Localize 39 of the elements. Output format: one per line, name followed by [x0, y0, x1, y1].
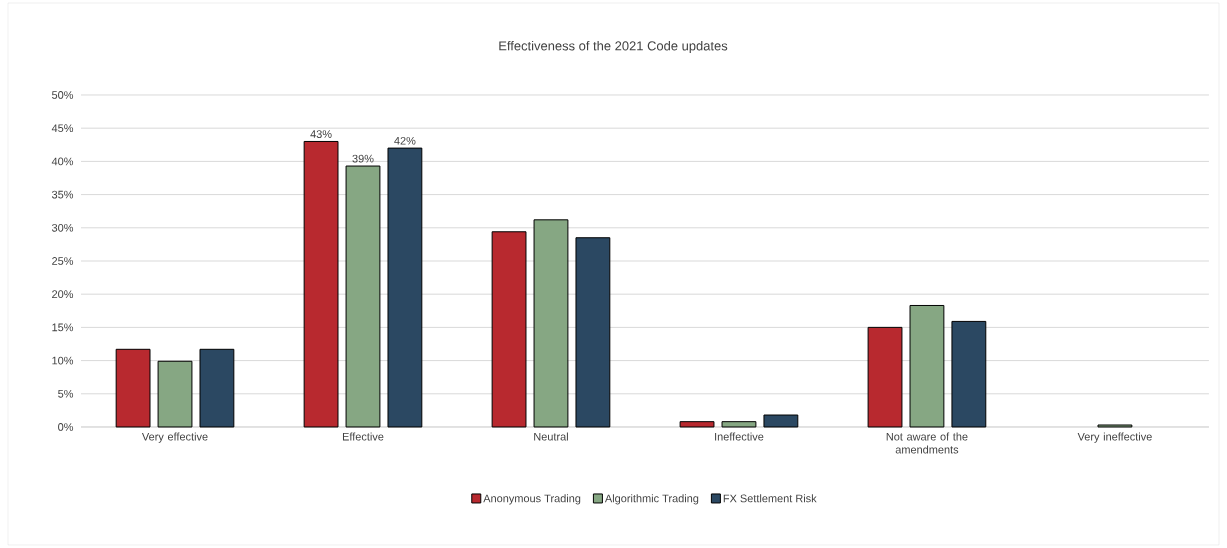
y-tick-label: 35%	[51, 190, 74, 199]
bar	[345, 165, 381, 428]
x-tick-label: Very ineffective	[1077, 432, 1152, 443]
bar	[199, 348, 235, 428]
bar	[721, 421, 757, 428]
bar	[533, 219, 569, 428]
bar	[115, 348, 151, 428]
bar	[303, 140, 339, 428]
y-tick-label: 50%	[51, 91, 74, 99]
bar	[679, 421, 715, 428]
legend-label: Algorithmic Trading	[604, 494, 699, 505]
x-tick-label: Not aware of the amendments	[886, 432, 968, 454]
data-label: 39%	[352, 154, 374, 163]
x-tick-label: Very effective	[141, 432, 208, 443]
bar	[763, 414, 799, 428]
y-tick-label: 25%	[52, 257, 74, 265]
bar	[909, 304, 945, 428]
legend-label: FX Settlement Risk	[723, 494, 817, 503]
y-tick-label: 30%	[51, 223, 74, 232]
bar	[575, 237, 611, 428]
bar	[157, 360, 193, 428]
y-tick-label: 45%	[51, 124, 74, 133]
data-label: 43%	[310, 130, 332, 138]
y-tick-label: 20%	[52, 290, 74, 299]
y-tick-label: 10%	[52, 356, 74, 365]
bar	[491, 231, 527, 428]
y-tick-label: 15%	[52, 323, 74, 332]
data-label: 42%	[394, 136, 416, 145]
x-tick-label: Neutral	[534, 432, 568, 441]
y-tick-label: 0%	[58, 423, 74, 431]
legend-label: Anonymous Trading	[483, 494, 581, 505]
chart-title: Effectiveness of the 2021 Code updates	[499, 40, 728, 54]
x-tick-label: Effective	[342, 432, 384, 441]
y-tick-label: 5%	[58, 389, 74, 398]
bar	[387, 147, 423, 428]
bar	[867, 326, 903, 428]
bar	[951, 320, 987, 428]
x-tick-label: Ineffective	[715, 432, 764, 441]
y-tick-label: 40%	[51, 157, 74, 166]
